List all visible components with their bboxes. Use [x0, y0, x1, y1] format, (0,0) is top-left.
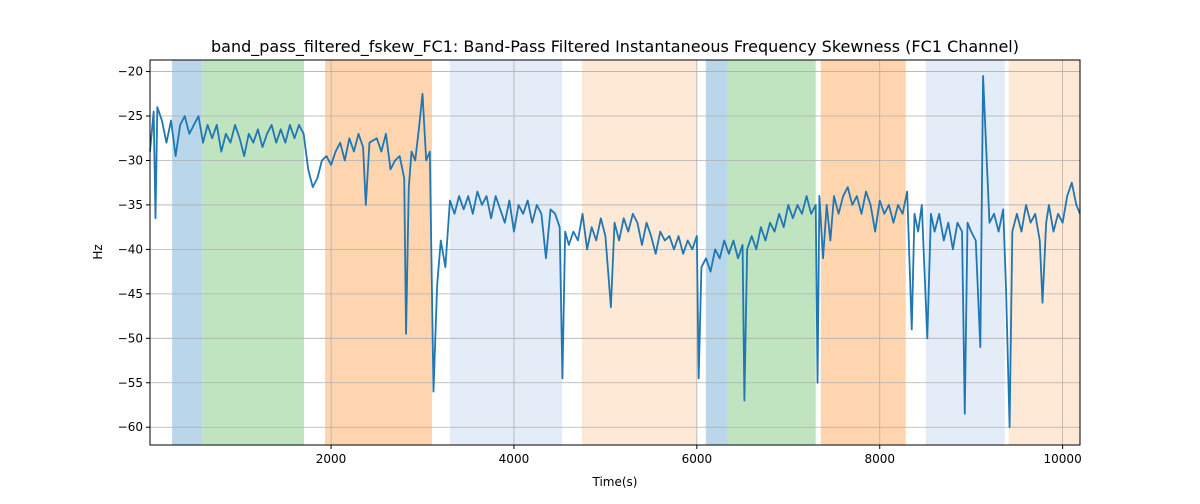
shaded-span — [727, 60, 816, 445]
data-line — [149, 75, 1081, 429]
y-tick-label: −45 — [118, 287, 143, 301]
x-tick-label: 10000 — [1044, 452, 1082, 466]
y-tick-label: −50 — [118, 331, 143, 345]
shaded-span — [581, 60, 697, 445]
y-tick-label: −60 — [118, 420, 143, 434]
x-tick-label: 4000 — [499, 452, 530, 466]
shaded-span — [202, 60, 305, 445]
chart-title: band_pass_filtered_fskew_FC1: Band-Pass … — [211, 37, 1019, 57]
y-tick-label: −55 — [118, 376, 143, 390]
axes-frame — [149, 59, 1081, 446]
x-axis-label: Time(s) — [592, 475, 638, 489]
y-tick-label: −20 — [118, 65, 143, 79]
plot — [149, 75, 1081, 429]
x-tick-label: 6000 — [682, 452, 713, 466]
x-tick-label: 2000 — [316, 452, 347, 466]
y-tick-label: −40 — [118, 242, 143, 256]
y-tick-label: −35 — [118, 198, 143, 212]
shaded-span — [325, 60, 433, 445]
spans — [172, 60, 1080, 445]
y-axis-label: Hz — [91, 244, 105, 259]
shaded-span — [820, 60, 906, 445]
x-tick-label: 8000 — [864, 452, 895, 466]
shaded-span — [449, 60, 562, 445]
y-tick-label: −30 — [118, 153, 143, 167]
y-tick-label: −25 — [118, 109, 143, 123]
